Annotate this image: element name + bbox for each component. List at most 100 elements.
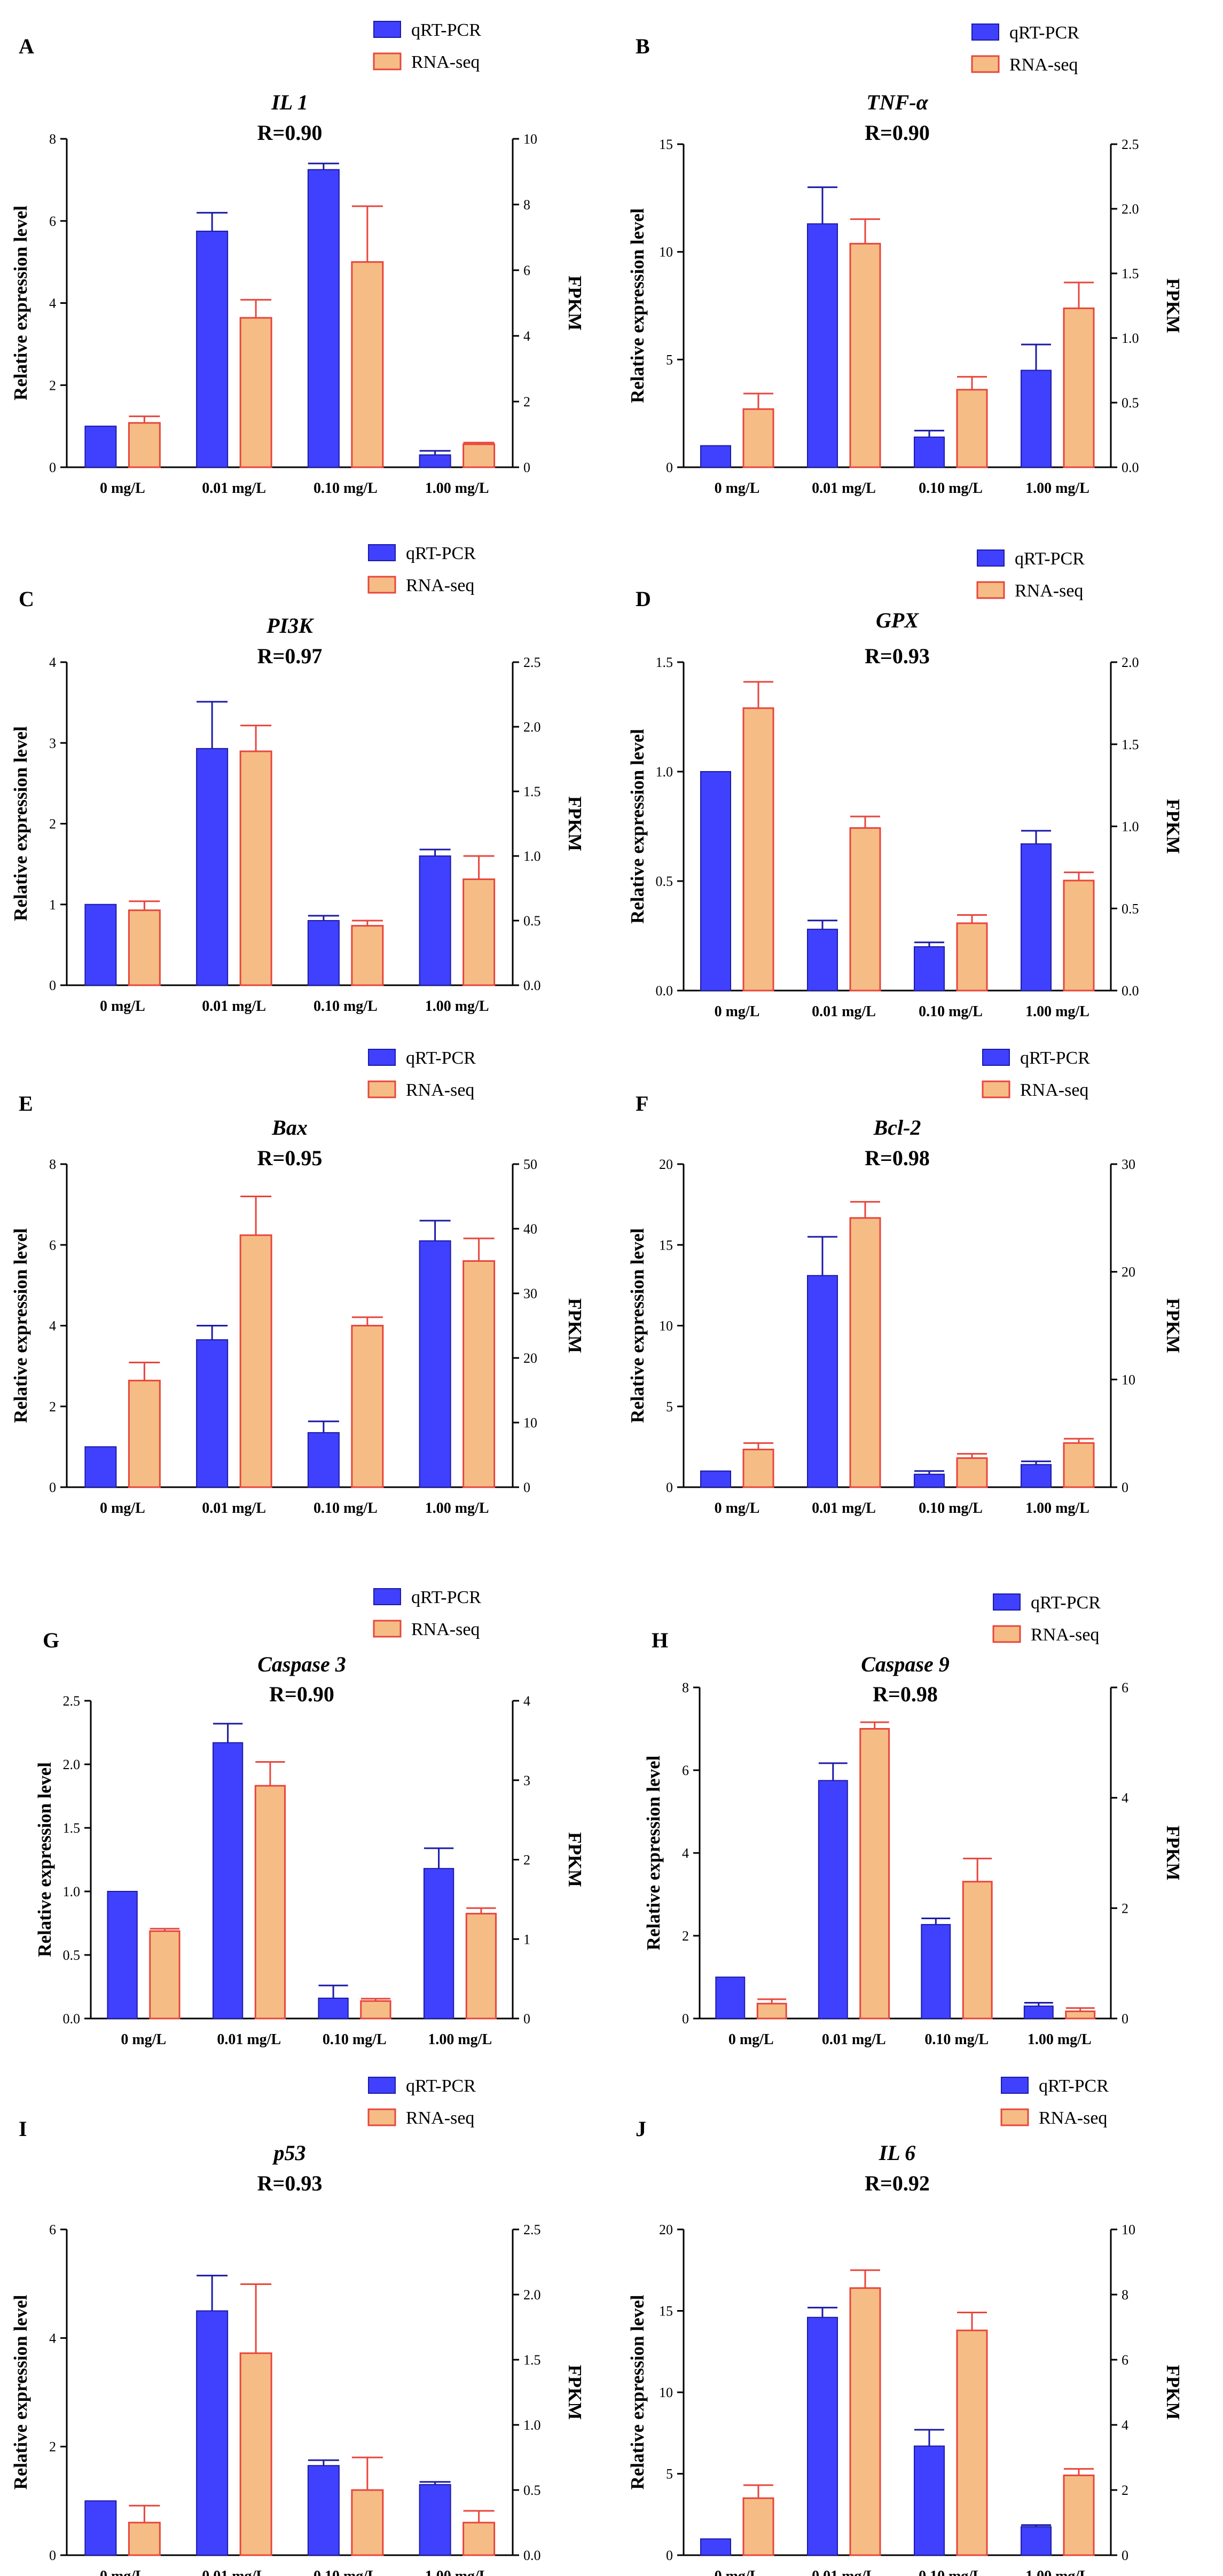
y-axis-title-left-b: Relative expression level	[627, 208, 648, 403]
category-label-0-mg-l: 0 mg/L	[715, 1003, 760, 1020]
panel-letter-a: A	[19, 34, 34, 58]
panel-letter-i: I	[19, 2117, 27, 2141]
legend-swatch-qrt-pcr	[368, 544, 396, 561]
right-tick-label-e: 30	[523, 1286, 537, 1301]
right-tick-label-c: 0.0	[523, 978, 541, 993]
legend-label-qrt-pcr: qRT-PCR	[406, 544, 476, 563]
category-label-0-10-mg-l: 0.10 mg/L	[313, 1500, 378, 1517]
right-tick-label-j: 0	[1122, 2548, 1128, 2563]
right-tick-label-e: 10	[523, 1415, 537, 1431]
bar-rna-seq-0-10-mg-l	[956, 1457, 988, 1488]
left-tick-label-g: 0.5	[63, 1947, 81, 1963]
legend-h: qRT-PCR RNA-seq	[992, 1593, 1101, 1645]
bar-rna-seq-0-mg-l	[756, 2002, 787, 2020]
left-tick-label-j: 0	[666, 2548, 673, 2563]
bar-rna-seq-0-01-mg-l	[254, 1785, 286, 2020]
y-axis-title-right-c: FPKM	[565, 796, 585, 851]
right-tick-label-j: 2	[1122, 2483, 1128, 2498]
left-tick-label-b: 15	[659, 137, 673, 152]
legend-j: qRT-PCR RNA-seq	[1000, 2076, 1109, 2128]
left-tick-label-g: 2.5	[63, 1693, 81, 1709]
legend-label-rna-seq: RNA-seq	[1020, 1080, 1088, 1100]
r-value-g: R=0.90	[269, 1682, 334, 1706]
left-tick-label-f: 5	[666, 1399, 673, 1415]
category-label-0-01-mg-l: 0.01 mg/L	[812, 1500, 876, 1517]
bar-rna-seq-1-00-mg-l	[465, 1913, 497, 2020]
y-axis-title-left-c: Relative expression level	[10, 726, 31, 921]
bar-qrt-pcr-0-10-mg-l	[307, 2465, 340, 2556]
bar-qrt-pcr-1-00-mg-l	[1021, 2526, 1052, 2556]
bar-rna-seq-0-mg-l	[128, 1379, 161, 1488]
bar-qrt-pcr-0-mg-l	[84, 1446, 117, 1488]
y-axis-title-right-b: FPKM	[1163, 278, 1183, 333]
bar-rna-seq-0-10-mg-l	[351, 2489, 384, 2556]
legend-label-qrt-pcr: qRT-PCR	[1039, 2076, 1109, 2096]
left-tick-label-j: 5	[666, 2467, 673, 2482]
bar-rna-seq-0-01-mg-l	[849, 827, 881, 992]
chart-title-d: GPX	[876, 608, 919, 632]
right-tick-label-i: 0.5	[523, 2483, 541, 2498]
left-tick-label-i: 4	[49, 2330, 56, 2346]
right-tick-label-a: 6	[523, 263, 530, 278]
left-tick-label-c: 3	[49, 735, 56, 751]
bar-rna-seq-0-10-mg-l	[351, 925, 384, 986]
right-tick-label-f: 20	[1122, 1265, 1135, 1280]
right-tick-label-g: 4	[523, 1693, 530, 1709]
chart-title-c: PI3K	[266, 614, 314, 638]
left-tick-label-g: 1.5	[63, 1820, 81, 1836]
legend-e: qRT-PCR RNA-seq	[367, 1048, 476, 1100]
bar-qrt-pcr-1-00-mg-l	[419, 1240, 451, 1488]
category-label-0-10-mg-l: 0.10 mg/L	[313, 998, 378, 1015]
bar-qrt-pcr-0-mg-l	[84, 904, 117, 986]
legend-label-qrt-pcr: qRT-PCR	[1031, 1593, 1101, 1613]
left-tick-label-b: 0	[666, 460, 673, 475]
legend-label-qrt-pcr: qRT-PCR	[411, 20, 481, 40]
legend-swatch-qrt-pcr	[982, 1049, 1010, 1066]
bar-qrt-pcr-0-01-mg-l	[196, 2310, 229, 2556]
right-tick-label-e: 40	[523, 1221, 537, 1237]
left-tick-label-e: 0	[49, 1480, 56, 1495]
y-axis-title-left-f: Relative expression level	[627, 1228, 648, 1423]
r-value-a: R=0.90	[257, 121, 323, 145]
bar-rna-seq-1-00-mg-l	[462, 878, 496, 986]
y-axis-title-right-j: FPKM	[1163, 2365, 1183, 2420]
category-label-1-00-mg-l: 1.00 mg/L	[1025, 1003, 1089, 1020]
bar-qrt-pcr-1-00-mg-l	[1021, 843, 1052, 992]
bar-rna-seq-0-01-mg-l	[859, 1728, 890, 2020]
legend-swatch-qrt-pcr	[373, 21, 401, 38]
chart-title-b: TNF-α	[866, 90, 928, 114]
legend-label-qrt-pcr: qRT-PCR	[1020, 1048, 1090, 1068]
panel-letter-g: G	[43, 1628, 59, 1652]
category-label-1-00-mg-l: 1.00 mg/L	[1025, 1500, 1089, 1517]
right-tick-label-i: 1.5	[523, 2352, 541, 2368]
y-axis-title-left-e: Relative expression level	[10, 1228, 31, 1423]
legend-swatch-rna-seq	[373, 52, 402, 70]
category-label-0-mg-l: 0 mg/L	[100, 998, 145, 1015]
chart-title-e: Bax	[271, 1116, 308, 1140]
chart-title-i: p53	[272, 2141, 306, 2165]
left-tick-label-d: 0.0	[656, 983, 673, 999]
bar-rna-seq-0-01-mg-l	[239, 750, 272, 986]
right-tick-label-b: 1.0	[1122, 331, 1139, 346]
right-tick-label-f: 30	[1122, 1157, 1135, 1172]
legend-swatch-qrt-pcr	[1001, 2077, 1029, 2094]
right-tick-label-g: 0	[523, 2011, 530, 2027]
y-axis-title-right-e: FPKM	[565, 1298, 585, 1353]
bar-qrt-pcr-1-00-mg-l	[1021, 370, 1052, 468]
legend-label-qrt-pcr: qRT-PCR	[1009, 23, 1079, 43]
legend-g: qRT-PCR RNA-seq	[373, 1588, 481, 1639]
bar-rna-seq-0-mg-l	[128, 422, 161, 468]
right-tick-label-d: 2.0	[1122, 655, 1139, 670]
y-axis-title-right-f: FPKM	[1163, 1298, 1183, 1353]
right-tick-label-a: 0	[523, 460, 530, 475]
bar-rna-seq-0-10-mg-l	[956, 922, 988, 992]
left-tick-label-a: 8	[49, 131, 56, 147]
category-label-0-10-mg-l: 0.10 mg/L	[919, 2568, 983, 2576]
bar-qrt-pcr-0-10-mg-l	[914, 2445, 945, 2556]
category-label-0-10-mg-l: 0.10 mg/L	[924, 2031, 989, 2048]
bar-qrt-pcr-0-01-mg-l	[807, 1275, 838, 1488]
bar-qrt-pcr-0-mg-l	[700, 2538, 731, 2556]
bar-qrt-pcr-0-01-mg-l	[212, 1742, 244, 2020]
